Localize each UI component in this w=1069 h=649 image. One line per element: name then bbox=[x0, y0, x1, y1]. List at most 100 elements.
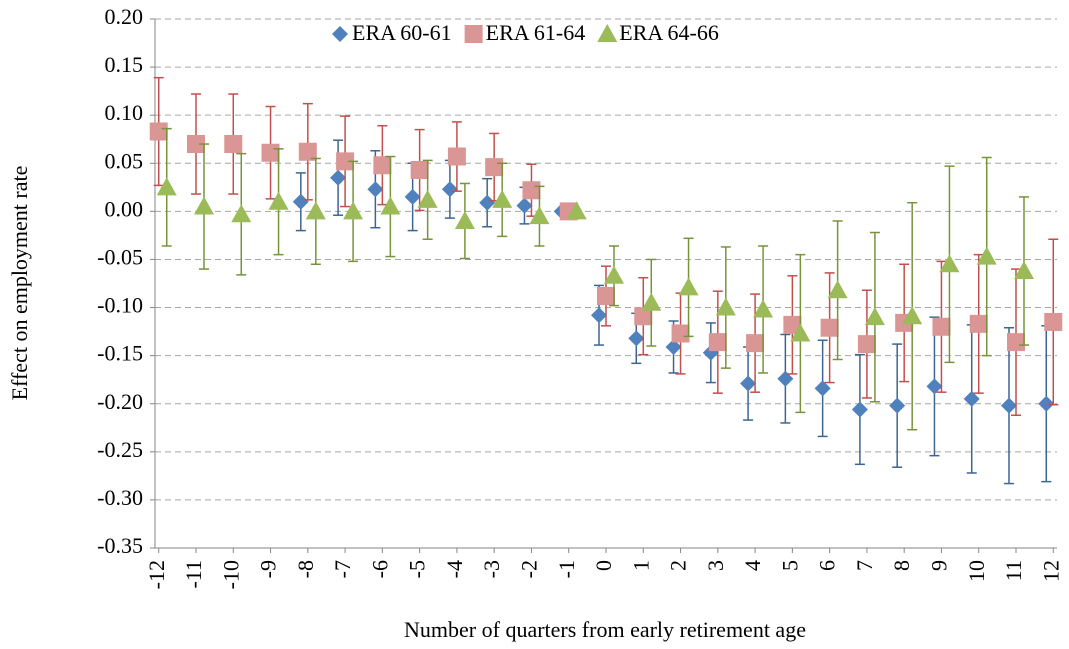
marker bbox=[902, 306, 923, 325]
x-tick-label: 10 bbox=[964, 560, 989, 582]
marker bbox=[454, 210, 475, 229]
marker bbox=[820, 318, 839, 337]
marker bbox=[516, 197, 533, 214]
marker bbox=[889, 397, 906, 414]
x-tick-label: 6 bbox=[815, 560, 840, 571]
marker bbox=[330, 169, 347, 186]
y-tick-label: 0.15 bbox=[105, 52, 144, 77]
marker bbox=[343, 201, 364, 220]
marker bbox=[522, 181, 541, 200]
marker bbox=[827, 280, 848, 299]
x-tick-label: -6 bbox=[367, 560, 392, 578]
y-tick-label: -0.25 bbox=[97, 437, 143, 462]
legend-label: ERA 64-66 bbox=[619, 20, 719, 45]
marker bbox=[963, 390, 980, 407]
marker bbox=[746, 334, 765, 353]
marker bbox=[566, 201, 587, 220]
marker bbox=[149, 122, 168, 141]
marker bbox=[1038, 395, 1055, 412]
y-tick-label: -0.30 bbox=[97, 485, 143, 510]
marker bbox=[1007, 333, 1025, 352]
x-tick-label: 9 bbox=[927, 560, 952, 571]
marker bbox=[753, 299, 774, 318]
marker bbox=[194, 196, 214, 215]
marker bbox=[298, 142, 317, 161]
marker bbox=[479, 194, 496, 211]
marker bbox=[373, 156, 392, 175]
marker bbox=[380, 196, 401, 215]
marker bbox=[864, 307, 885, 326]
marker bbox=[857, 335, 876, 354]
x-tick-label: -4 bbox=[442, 560, 467, 578]
marker bbox=[597, 287, 615, 306]
marker bbox=[976, 246, 997, 265]
x-tick-label: 3 bbox=[703, 560, 728, 571]
marker bbox=[604, 265, 624, 284]
marker bbox=[926, 378, 943, 395]
marker bbox=[783, 315, 802, 334]
marker bbox=[969, 314, 988, 333]
x-tick-label: -8 bbox=[293, 560, 318, 578]
marker bbox=[634, 307, 653, 326]
y-tick-label: 0.20 bbox=[105, 4, 144, 29]
legend-label: ERA 60-61 bbox=[352, 20, 452, 45]
legend-label: ERA 61-64 bbox=[486, 20, 586, 45]
x-tick-label: -5 bbox=[405, 560, 430, 578]
marker bbox=[529, 206, 550, 225]
marker bbox=[492, 189, 513, 208]
marker bbox=[715, 297, 736, 316]
x-axis-label: Number of quarters from early retirement… bbox=[404, 617, 806, 642]
marker bbox=[932, 317, 951, 336]
marker bbox=[1014, 260, 1034, 279]
marker bbox=[410, 161, 429, 180]
marker bbox=[261, 143, 280, 162]
marker bbox=[641, 292, 662, 311]
marker bbox=[1044, 312, 1063, 331]
y-tick-label: 0.10 bbox=[105, 100, 144, 125]
y-tick-label: -0.15 bbox=[97, 341, 143, 366]
x-tick-label: 5 bbox=[777, 560, 802, 571]
marker bbox=[671, 324, 690, 343]
marker bbox=[404, 188, 421, 205]
y-tick-label: -0.10 bbox=[97, 293, 143, 318]
y-axis-label: Effect on employment rate bbox=[7, 166, 32, 401]
y-tick-label: -0.35 bbox=[97, 533, 143, 558]
marker bbox=[447, 147, 466, 166]
marker bbox=[224, 135, 243, 154]
marker bbox=[305, 201, 326, 220]
marker bbox=[628, 330, 645, 347]
marker bbox=[1001, 397, 1017, 414]
marker bbox=[777, 370, 794, 387]
legend-marker bbox=[597, 24, 618, 42]
marker bbox=[591, 307, 607, 324]
x-tick-label: -11 bbox=[181, 560, 206, 589]
marker bbox=[156, 177, 177, 196]
marker bbox=[740, 375, 757, 392]
marker bbox=[851, 401, 868, 418]
marker bbox=[187, 135, 205, 154]
marker bbox=[814, 380, 831, 397]
x-tick-label: 11 bbox=[1001, 560, 1026, 581]
x-tick-label: -1 bbox=[554, 560, 579, 578]
marker bbox=[485, 158, 504, 177]
x-tick-label: 0 bbox=[591, 560, 616, 571]
marker bbox=[292, 193, 309, 210]
y-tick-label: -0.20 bbox=[97, 389, 143, 414]
x-tick-label: 1 bbox=[628, 560, 653, 571]
x-tick-label: -9 bbox=[256, 560, 281, 578]
marker bbox=[268, 191, 289, 210]
x-tick-label: 7 bbox=[852, 560, 877, 571]
x-tick-label: -2 bbox=[517, 560, 542, 578]
legend-marker bbox=[464, 25, 483, 43]
marker bbox=[708, 333, 727, 352]
x-tick-label: 4 bbox=[740, 560, 765, 571]
x-tick-label: 2 bbox=[666, 560, 691, 571]
marker bbox=[678, 277, 699, 296]
x-tick-label: -7 bbox=[330, 560, 355, 578]
x-tick-label: -12 bbox=[144, 560, 169, 589]
marker bbox=[939, 254, 960, 273]
marker bbox=[336, 152, 355, 171]
marker bbox=[441, 181, 458, 198]
x-tick-label: 12 bbox=[1038, 560, 1063, 582]
